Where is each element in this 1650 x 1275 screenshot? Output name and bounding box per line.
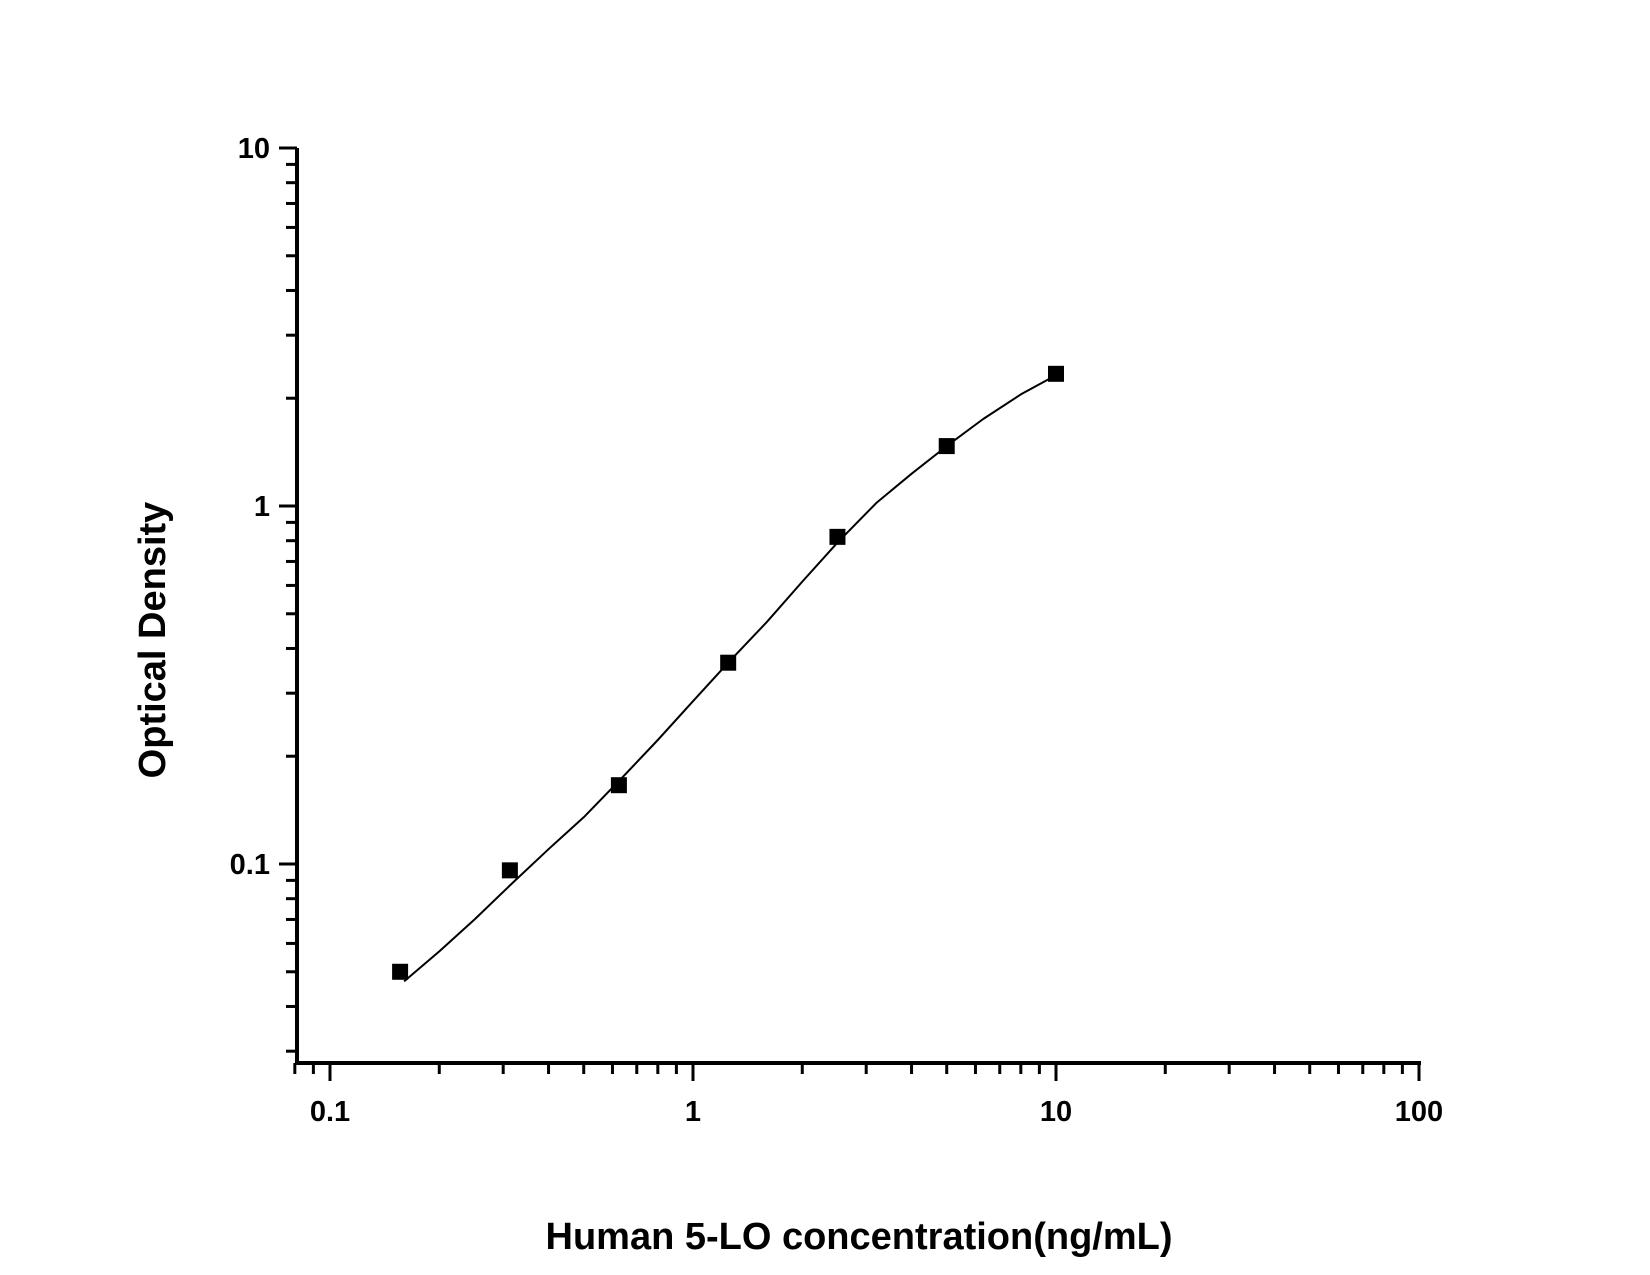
x-tick-label: 10 [1040,1096,1072,1128]
data-points [392,365,1064,980]
fit-line [403,374,1057,983]
y-tick-label: 0.1 [230,849,270,881]
x-tick-label: 1 [685,1096,701,1128]
data-point-square [392,963,409,980]
fitted-curve [403,374,1057,983]
x-tick-label: 100 [1395,1096,1443,1128]
y-axis-title: Optical Density [132,502,174,779]
data-point-square [720,654,737,671]
tick-labels: 0.1 1 10 0.1 1 10 100 [230,133,1444,1128]
axes [279,146,1421,1081]
x-tick-label: 0.1 [310,1096,350,1128]
data-point-square [610,777,627,794]
data-point-square [501,862,518,879]
y-tick-label: 10 [238,133,270,165]
data-point-square [938,438,955,455]
y-tick-label: 1 [254,491,270,523]
x-axis-title: Human 5-LO concentration(ng/mL) [546,1216,1173,1258]
data-point-square [1048,365,1064,382]
data-point-square [829,528,846,545]
